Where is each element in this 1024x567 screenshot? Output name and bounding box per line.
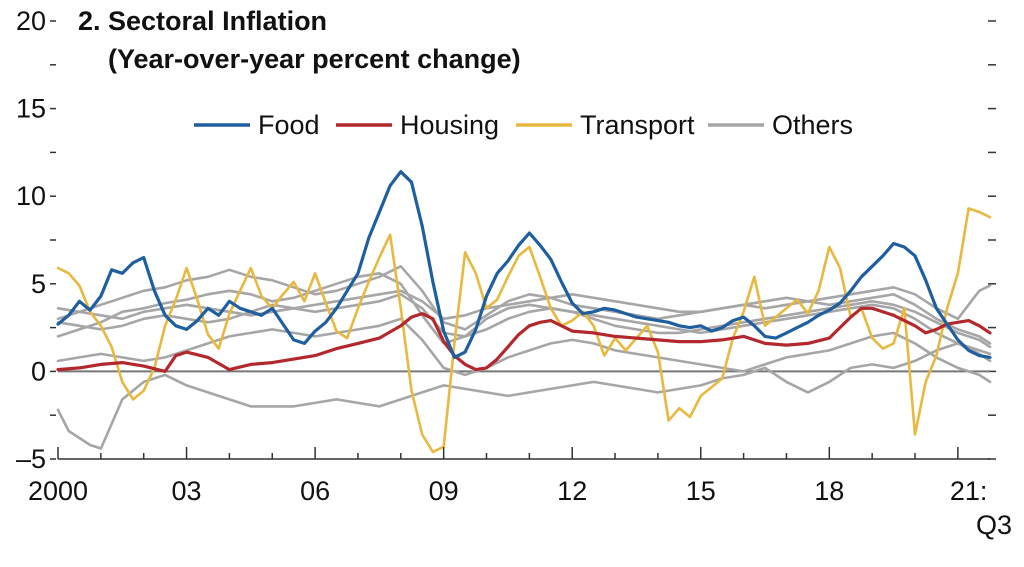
legend-label-others: Others [772, 110, 853, 140]
y-axis-right [988, 20, 996, 460]
x-tick-label: 03 [172, 476, 202, 506]
x-tick-sublabel: Q3 [976, 510, 1012, 540]
series-line-others [56, 271, 992, 356]
x-tick-label: 18 [814, 476, 844, 506]
y-tick-label: 20 [16, 6, 46, 36]
y-tick-label: 5 [31, 269, 46, 299]
y-tick-label: 10 [16, 181, 46, 211]
series-layer [56, 170, 992, 454]
series-line-others [56, 292, 992, 349]
x-axis: 2000 03 06 09 12 15 18 21: Q3 [28, 447, 1012, 540]
y-axis-left: 20 15 10 5 0 –5 [16, 6, 56, 474]
x-tick-label: 12 [557, 476, 587, 506]
series-line-others [56, 289, 992, 345]
series-line-others [56, 264, 992, 331]
y-tick-label: 15 [16, 94, 46, 124]
x-tick-label: 2000 [28, 476, 88, 506]
series-line-transport [56, 207, 992, 454]
series-line-food [56, 170, 992, 359]
x-tick-label: 09 [429, 476, 459, 506]
y-tick-label: 0 [31, 356, 46, 386]
x-tick-label: 21: [950, 476, 988, 506]
legend-label-transport: Transport [580, 110, 695, 140]
legend: Food Housing Transport Others [194, 110, 853, 140]
legend-label-housing: Housing [400, 110, 499, 140]
series-line-others [56, 342, 992, 450]
legend-label-food: Food [258, 110, 320, 140]
series-line-others [56, 317, 992, 384]
x-tick-label: 15 [686, 476, 716, 506]
series-line-housing [56, 306, 992, 373]
chart-subtitle: (Year-over-year percent change) [108, 44, 521, 74]
y-tick-label: –5 [16, 444, 46, 474]
x-tick-label: 06 [300, 476, 330, 506]
chart-title: 2. Sectoral Inflation [78, 6, 327, 36]
